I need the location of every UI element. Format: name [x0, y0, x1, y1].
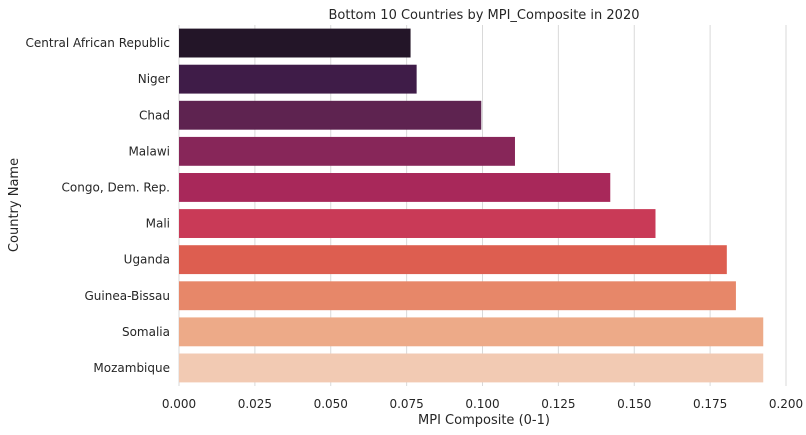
x-tick-label: 0.075	[389, 397, 423, 411]
bar	[179, 136, 515, 166]
chart-title: Bottom 10 Countries by MPI_Composite in …	[328, 8, 639, 23]
x-tick-label: 0.000	[162, 397, 196, 411]
bar	[179, 173, 611, 202]
x-tick-label: 0.100	[465, 397, 499, 411]
x-tick-label: 0.125	[541, 397, 575, 411]
y-axis-label: Country Name	[7, 158, 22, 252]
bar	[179, 28, 411, 58]
x-tick-label: 0.050	[314, 397, 348, 411]
x-tick-label: 0.200	[769, 397, 803, 411]
y-tick-label: Guinea-Bissau	[84, 289, 170, 303]
y-tick-label: Congo, Dem. Rep.	[62, 180, 170, 194]
x-tick-label: 0.150	[617, 397, 651, 411]
x-axis-label: MPI Composite (0-1)	[418, 413, 550, 428]
y-tick-label: Mali	[146, 217, 170, 231]
y-tick-label: Somalia	[122, 325, 170, 339]
y-tick-label: Malawi	[128, 144, 170, 158]
y-tick-label: Central African Republic	[26, 36, 170, 50]
y-tick-label: Mozambique	[93, 361, 170, 375]
x-tick-label: 0.025	[238, 397, 272, 411]
bar	[179, 317, 764, 347]
y-tick-label: Niger	[138, 72, 170, 86]
y-tick-label: Uganda	[124, 253, 170, 267]
bar	[179, 209, 656, 238]
bar	[179, 281, 736, 311]
y-tick-label: Chad	[139, 108, 170, 122]
x-tick-label: 0.175	[693, 397, 727, 411]
bar	[179, 100, 482, 130]
y-tick-labels: Central African Republic Niger Chad Malawi C…	[26, 36, 171, 375]
bar	[179, 353, 764, 383]
bar	[179, 245, 727, 275]
x-tick-labels: 0.000 0.025 0.050 0.075 0.100 0.125 0.150 0.175…	[162, 397, 803, 411]
bars	[179, 28, 764, 383]
bar	[179, 64, 417, 94]
